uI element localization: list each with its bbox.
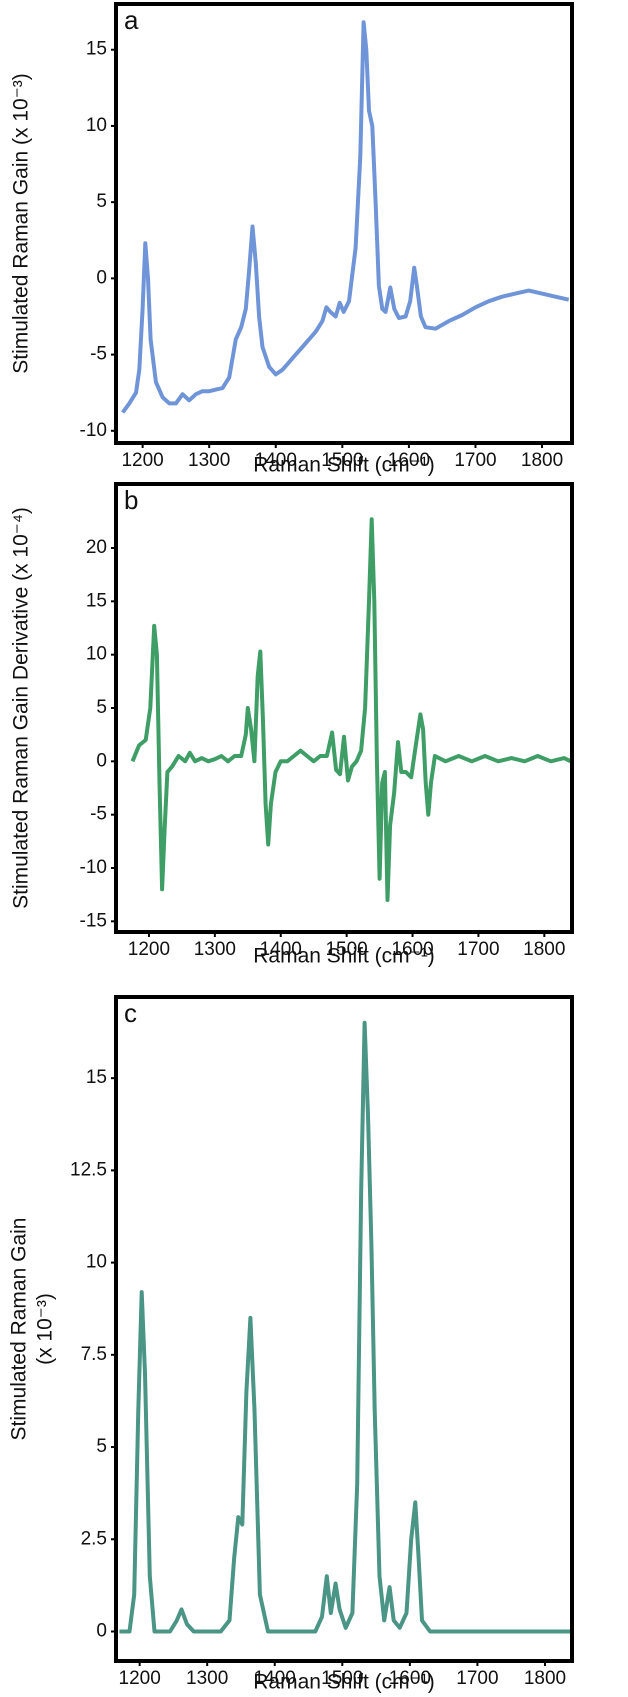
y-tick-label: 15 — [86, 590, 107, 611]
y-tick-label: 5 — [96, 191, 107, 212]
y-tick-label: 5 — [96, 697, 107, 718]
y-tick-label: -15 — [80, 910, 107, 931]
data-line — [119, 1020, 572, 1634]
y-tick-label: 15 — [86, 1067, 107, 1088]
x-tick-label: 1500 — [321, 450, 363, 471]
x-tick-label: 1200 — [121, 450, 163, 471]
panel-label: c — [124, 998, 137, 1028]
x-axis-label: Raman Shift (cm⁻¹) — [253, 1671, 434, 1694]
y-tick-label: -10 — [80, 857, 107, 878]
y-tick-label: 15 — [86, 39, 107, 60]
x-tick-label: 1300 — [194, 939, 236, 960]
y-tick-label: 10 — [86, 115, 107, 136]
x-tick-label: 1400 — [260, 939, 302, 960]
plot-frame — [114, 995, 574, 1663]
data-line — [121, 20, 570, 414]
y-axis-label: Stimulated Raman Gain (x 10⁻³) — [10, 73, 33, 374]
x-tick-label: 1600 — [388, 450, 430, 471]
y-axis-label: Stimulated Raman Gain Derivative (x 10⁻⁴… — [10, 507, 33, 909]
x-axis-label: Raman Shift (cm⁻¹) — [253, 454, 434, 477]
x-tick-label: 1800 — [521, 450, 563, 471]
x-tick-label: 1500 — [321, 1668, 363, 1689]
y-tick-label: 7.5 — [81, 1344, 107, 1365]
y-tick-label: 10 — [86, 644, 107, 665]
x-tick-label: 1800 — [524, 1668, 566, 1689]
x-tick-label: 1700 — [456, 1668, 498, 1689]
x-tick-label: 1400 — [255, 450, 297, 471]
y-tick-label: 10 — [86, 1252, 107, 1273]
x-tick-label: 1300 — [186, 1668, 228, 1689]
y-tick-label: -5 — [90, 804, 107, 825]
x-tick-label: 1200 — [119, 1668, 161, 1689]
x-tick-label: 1500 — [325, 939, 367, 960]
y-tick-label: 0 — [96, 1621, 107, 1642]
y-tick-label: 20 — [86, 537, 107, 558]
x-tick-label: 1700 — [454, 450, 496, 471]
y-tick-label: -10 — [80, 420, 107, 441]
y-tick-label: 12.5 — [70, 1159, 107, 1180]
x-tick-label: 1700 — [457, 939, 499, 960]
y-tick-label: 2.5 — [81, 1528, 107, 1549]
y-tick-label: 0 — [96, 750, 107, 771]
x-tick-label: 1600 — [391, 939, 433, 960]
plot-frame — [114, 2, 574, 445]
y-axis-label: Stimulated Raman Gain — [8, 1218, 31, 1441]
y-axis-label: (x 10⁻³) — [34, 1293, 57, 1365]
x-tick-label: 1600 — [389, 1668, 431, 1689]
y-tick-label: -5 — [90, 344, 107, 365]
data-line — [130, 517, 572, 902]
x-tick-label: 1800 — [523, 939, 565, 960]
x-tick-label: 1200 — [128, 939, 170, 960]
x-axis-label: Raman Shift (cm⁻¹) — [253, 945, 434, 968]
panel-label: b — [124, 485, 138, 515]
x-tick-label: 1400 — [254, 1668, 296, 1689]
x-tick-label: 1300 — [188, 450, 230, 471]
y-tick-label: 0 — [96, 267, 107, 288]
panel-label: a — [124, 5, 139, 35]
plot-frame — [114, 482, 574, 934]
y-tick-label: 5 — [96, 1436, 107, 1457]
